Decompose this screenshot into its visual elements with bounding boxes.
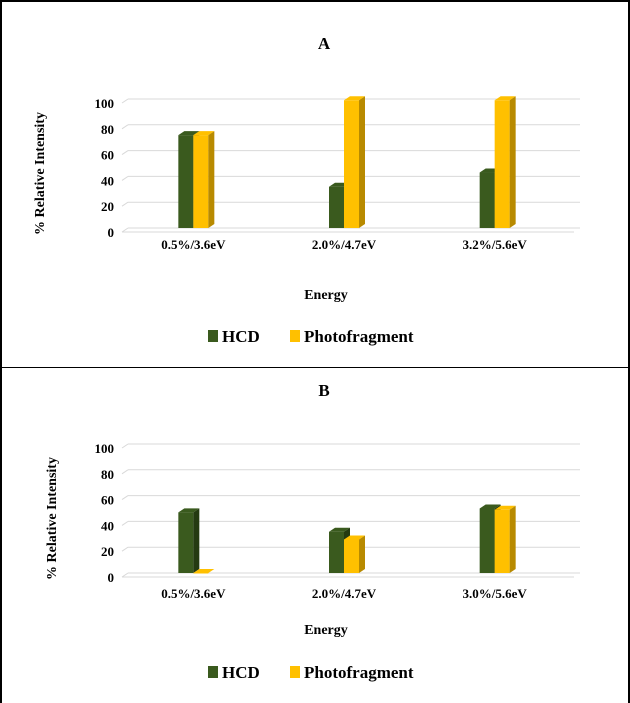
chart-panel-b: B 0 20 40 60 80 100 % Relative Intensity 0.5%/3.… (0, 368, 630, 703)
chart-b-bar-top-photofragment (193, 569, 215, 573)
chart-b-legend-label-photofragment: Photofragment (304, 663, 414, 682)
chart-b-bar-hcd (479, 508, 495, 573)
chart-panel-a: A 0 20 40 60 80 100 % Relative Intensity 0.5%/3.… (0, 0, 630, 369)
chart-b-bar-hcd (178, 512, 194, 573)
chart-a-bar-top-hcd (178, 131, 200, 136)
chart-a-gridline-depth (121, 201, 129, 207)
chart-a-bar-side-photofragment (208, 131, 215, 228)
chart-a-bar-side-photofragment (359, 96, 365, 228)
chart-a-bar-hcd (479, 172, 495, 228)
chart-b-ytick-label: 60 (101, 493, 114, 508)
chart-a-bar-top-photofragment (193, 131, 215, 136)
chart-b-ytick-label: 80 (101, 467, 114, 482)
chart-a-bar-side-photofragment (509, 96, 516, 228)
chart-a-ytick-label: 80 (101, 122, 114, 137)
chart-a-ytick-label: 40 (101, 173, 114, 188)
chart-b-bar-top-hcd (178, 508, 200, 513)
chart-a-title: A (318, 34, 331, 53)
chart-b-category-label: 2.0%/4.7eV (312, 586, 377, 601)
chart-a-bar-top-photofragment (344, 96, 365, 101)
chart-a-xlabel: Energy (304, 288, 348, 303)
chart-a-gridline-depth (121, 98, 129, 104)
chart-a-gridline-depth (121, 227, 129, 233)
chart-a-category-label: 3.2%/5.6eV (463, 237, 528, 252)
chart-b-ytick-label: 40 (101, 518, 114, 533)
chart-b-bar-hcd (329, 531, 344, 573)
chart-b-bar-top-hcd (329, 527, 350, 532)
chart-a-legend-label-photofragment: Photofragment (304, 327, 414, 346)
chart-a-ytick-label: 0 (108, 225, 115, 240)
chart-b-bar-top-photofragment (494, 505, 516, 510)
chart-b-gridline-depth (121, 443, 129, 449)
chart-a-bar-hcd (178, 135, 194, 228)
chart-a-bar-top-photofragment (494, 96, 516, 101)
chart-a-gridline-depth (121, 175, 129, 181)
chart-b-legend-swatch-photofragment (290, 666, 300, 678)
chart-b-bar-photofragment (344, 539, 359, 573)
chart-a-ytick-label: 20 (101, 199, 114, 214)
chart-a-svg: A 0 20 40 60 80 100 % Relative Intensity 0.5%/3.… (33, 34, 580, 346)
chart-b-legend-swatch-hcd (208, 666, 218, 678)
chart-b-bar-top-photofragment (344, 535, 365, 540)
chart-b-xlabel: Energy (304, 623, 348, 638)
chart-a-bar-photofragment (193, 135, 209, 228)
chart-a-bar-hcd (329, 186, 344, 228)
chart-b-ytick-label: 100 (95, 441, 115, 456)
chart-b-bar-side-photofragment (359, 535, 365, 573)
chart-b-gridline-depth (121, 520, 129, 526)
chart-a-legend-swatch-hcd (208, 330, 218, 342)
chart-a-category-label: 2.0%/4.7eV (312, 237, 377, 252)
chart-a-bar-photofragment (494, 100, 510, 228)
chart-b-bar-photofragment (193, 573, 209, 574)
chart-b-gridline-depth (121, 469, 129, 475)
chart-b-bar-photofragment (494, 509, 510, 573)
chart-a-ylabel: % Relative Intensity (33, 112, 48, 235)
chart-a-gridline-depth (121, 150, 129, 156)
chart-a-legend-swatch-photofragment (290, 330, 300, 342)
chart-b-category-label: 0.5%/3.6eV (161, 586, 226, 601)
chart-a-gridline-depth (121, 124, 129, 130)
chart-a-bar-photofragment (344, 100, 359, 228)
chart-a-ytick-label: 100 (95, 96, 115, 111)
chart-b-bar-side-hcd (193, 508, 200, 573)
chart-b-ytick-label: 0 (108, 570, 115, 585)
chart-a-category-label: 0.5%/3.6eV (161, 237, 226, 252)
chart-b-gridline-depth (121, 495, 129, 501)
chart-b-legend-label-hcd: HCD (222, 663, 260, 682)
chart-b-svg: B 0 20 40 60 80 100 % Relative Intensity 0.5%/3.… (45, 381, 580, 682)
chart-b-ylabel: % Relative Intensity (45, 457, 60, 580)
chart-b-bar-top-hcd (479, 504, 501, 509)
chart-b-gridline-depth (121, 572, 129, 578)
chart-a-legend-label-hcd: HCD (222, 327, 260, 346)
chart-b-ytick-label: 20 (101, 544, 114, 559)
chart-b-category-label: 3.0%/5.6eV (463, 586, 528, 601)
chart-b-title: B (318, 381, 329, 400)
chart-a-ytick-label: 60 (101, 148, 114, 163)
chart-b-gridline-depth (121, 546, 129, 552)
chart-b-bar-side-photofragment (509, 505, 516, 573)
